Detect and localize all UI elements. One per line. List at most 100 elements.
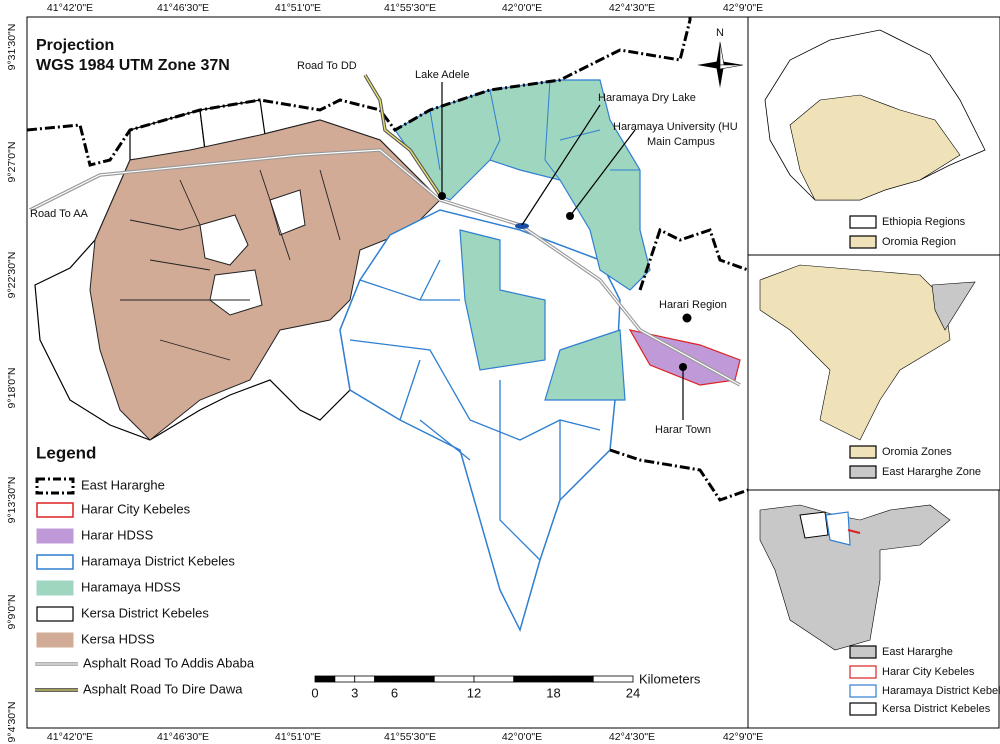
kersa-kebele [199,214,249,266]
scale-segment [553,675,594,683]
scale-segment [394,675,435,683]
lon-tick-bottom: 42°4'30"E [609,731,655,743]
inset-haramaya [825,511,851,546]
legend-label: Kersa HDSS [81,631,155,646]
symbol [36,554,74,570]
legend-label: Harar HDSS [81,527,154,542]
inset-symbol [849,665,877,679]
legend-label: Haramaya HDSS [81,579,181,594]
legend-label: Kersa District Kebeles [81,605,209,620]
scale-segment [473,675,515,683]
kersa-kebele [209,269,263,316]
inset-symbol [849,465,877,479]
lat-tick: 9°22'30"N [6,252,18,299]
road-addis-inner [29,149,741,386]
place-label: Lake Adele [415,69,469,81]
scale-unit: Kilometers [639,671,701,686]
legend-title: Legend [36,443,96,462]
oromia-zones [759,264,951,441]
graticule-labels: 41°42'0"E 41°42'0"E 41°46'30"E 41°46'30"E 41… [6,2,763,743]
lon-tick-top: 42°9'0"E [723,2,763,14]
oromia-region [789,94,961,201]
lat-tick: 9°4'30"N [6,702,18,743]
place-label: Haramaya Dry Lake [598,92,696,104]
inset-symbol [849,445,877,459]
inset-legend-label: Oromia Region [882,236,956,248]
place-label: Harar Town [655,424,711,436]
legend-label: Asphalt Road To Addis Ababa [83,655,255,670]
lat-tick: 9°31'30"N [6,24,18,71]
symbol [35,477,75,495]
lon-tick-top: 41°46'30"E [157,2,209,14]
scale-segment [314,675,336,683]
inset-symbol [849,645,877,659]
symbol [36,528,74,544]
lon-tick-top: 42°0'0"E [502,2,542,14]
inset-legend-label: East Hararghe [882,646,953,658]
scale-label: 24 [626,685,640,700]
east-hararghe-boundary [26,17,749,502]
inset-legend-label: Ethiopia Regions [882,216,966,228]
place-label: Harari Region [659,299,727,311]
lat-tick: 9°27'0"N [6,142,18,183]
road-dd-inner [364,74,441,196]
haramaya-hdss [544,329,626,401]
scale-segment [354,675,376,683]
scale-label: 3 [351,685,358,700]
place-label: Road To DD [297,60,357,72]
inset-symbol [849,684,877,698]
north-arrow: N [697,27,744,88]
place-label: Haramaya University (HU [613,121,738,133]
harari-point [682,313,692,323]
scale-label: 6 [391,685,398,700]
place-label: Main Campus [647,136,715,148]
lon-tick-bottom: 41°42'0"E [47,731,93,743]
inset-legend-label: Harar City Kebeles [882,666,975,678]
scale-label: 0 [311,685,318,700]
scale-label: 18 [546,685,560,700]
symbol [36,632,74,648]
lat-tick: 9°18'0"N [6,368,18,409]
scale-segment [513,675,554,683]
lat-tick: 9°9'0"N [6,594,18,629]
lon-tick-top: 41°55'30"E [384,2,436,14]
inset-harar [847,529,861,534]
scale-segment [433,675,475,683]
lat-tick: 9°13'30"N [6,477,18,524]
scale-label: 12 [467,685,481,700]
inset-symbol [849,702,877,716]
symbol [36,502,74,518]
east-hararghe-zone [931,281,976,331]
haramaya-boundaries [349,259,601,561]
legend-label: Asphalt Road To Dire Dawa [83,681,243,696]
scale-segment [374,675,395,683]
kersa-hdss [89,119,441,441]
scale-segment [592,675,634,683]
legend: East Hararghe Harar City Kebeles Harar HDS… [35,477,255,696]
legend-label: Haramaya District Kebeles [81,553,235,568]
projection-subtitle: WGS 1984 UTM Zone 37N [36,57,230,74]
lon-tick-top: 41°42'0"E [47,2,93,14]
place-label: Road To AA [30,208,89,220]
inset-legend-label: Kersa District Kebeles [882,703,991,715]
lon-tick-bottom: 41°46'30"E [157,731,209,743]
inset-symbol [849,215,877,229]
lon-tick-top: 41°51'0"E [275,2,321,14]
symbol [36,606,74,622]
lon-tick-bottom: 41°51'0"E [275,731,321,743]
haramaya-hdss [459,229,546,371]
scale-segment [334,675,356,683]
lon-tick-top: 42°4'30"E [609,2,655,14]
symbol [36,580,74,596]
north-label: N [716,27,724,39]
inset-symbol [849,235,877,249]
inset-legend-label: Haramaya District Kebeles [882,685,1000,697]
projection-title: Projection [36,37,114,54]
kersa-boundaries [120,169,341,361]
inset-legend-label: East Hararghe Zone [882,466,981,478]
inset-legend-label: Oromia Zones [882,446,952,458]
inset-legends: Ethiopia Regions Oromia Region Oromia Zone… [849,215,1000,716]
legend-label: East Hararghe [81,477,165,492]
